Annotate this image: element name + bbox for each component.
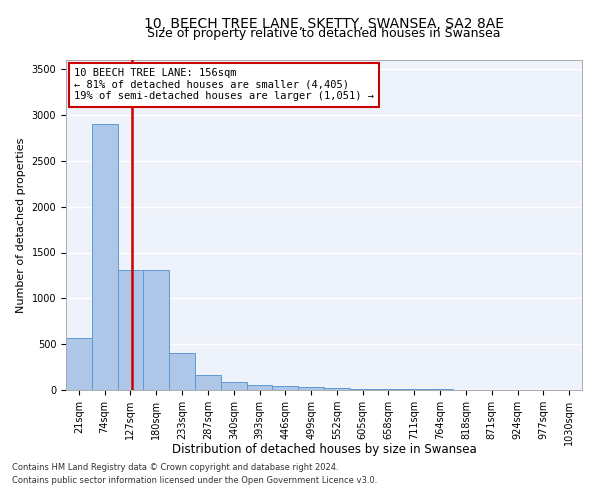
Bar	[92, 124, 118, 390]
Text: Size of property relative to detached houses in Swansea: Size of property relative to detached ho…	[147, 28, 501, 40]
Text: 10 BEECH TREE LANE: 156sqm
← 81% of detached houses are smaller (4,405)
19% of s: 10 BEECH TREE LANE: 156sqm ← 81% of deta…	[74, 68, 374, 102]
Bar	[66, 338, 92, 390]
Bar	[118, 270, 143, 390]
Text: Contains HM Land Registry data © Crown copyright and database right 2024.: Contains HM Land Registry data © Crown c…	[12, 464, 338, 472]
Bar	[324, 388, 350, 390]
Text: 10, BEECH TREE LANE, SKETTY, SWANSEA, SA2 8AE: 10, BEECH TREE LANE, SKETTY, SWANSEA, SA…	[144, 18, 504, 32]
Bar	[169, 354, 195, 390]
Bar	[221, 382, 247, 390]
Y-axis label: Number of detached properties: Number of detached properties	[16, 138, 26, 312]
Text: Distribution of detached houses by size in Swansea: Distribution of detached houses by size …	[172, 442, 476, 456]
Bar	[376, 389, 401, 390]
Bar	[195, 376, 221, 390]
Bar	[247, 384, 272, 390]
Bar	[272, 386, 298, 390]
Bar	[298, 387, 324, 390]
Text: Contains public sector information licensed under the Open Government Licence v3: Contains public sector information licen…	[12, 476, 377, 485]
Bar	[350, 388, 376, 390]
Bar	[143, 270, 169, 390]
